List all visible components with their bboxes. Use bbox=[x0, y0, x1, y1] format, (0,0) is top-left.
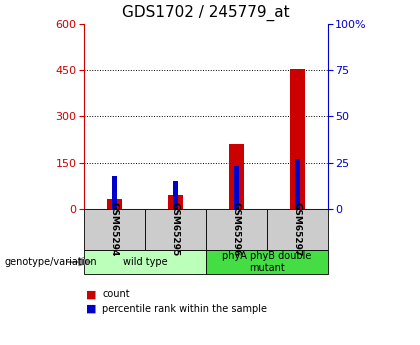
Bar bbox=[112, 176, 117, 209]
Bar bbox=[228, 144, 244, 209]
Bar bbox=[295, 159, 299, 209]
Text: ■: ■ bbox=[86, 289, 97, 299]
Bar bbox=[107, 199, 122, 209]
Text: GSM65297: GSM65297 bbox=[293, 202, 302, 257]
Bar bbox=[234, 166, 239, 209]
Bar bbox=[289, 69, 305, 209]
Text: count: count bbox=[102, 289, 130, 299]
Text: genotype/variation: genotype/variation bbox=[4, 257, 97, 267]
Text: GSM65296: GSM65296 bbox=[232, 202, 241, 257]
Text: percentile rank within the sample: percentile rank within the sample bbox=[102, 304, 267, 314]
Text: GSM65295: GSM65295 bbox=[171, 202, 180, 257]
Text: wild type: wild type bbox=[123, 257, 167, 267]
Text: phyA phyB double
mutant: phyA phyB double mutant bbox=[222, 251, 311, 273]
Text: GSM65294: GSM65294 bbox=[110, 202, 119, 257]
Text: ■: ■ bbox=[86, 304, 97, 314]
Title: GDS1702 / 245779_at: GDS1702 / 245779_at bbox=[122, 5, 290, 21]
Bar bbox=[168, 195, 183, 209]
Bar bbox=[173, 181, 178, 209]
